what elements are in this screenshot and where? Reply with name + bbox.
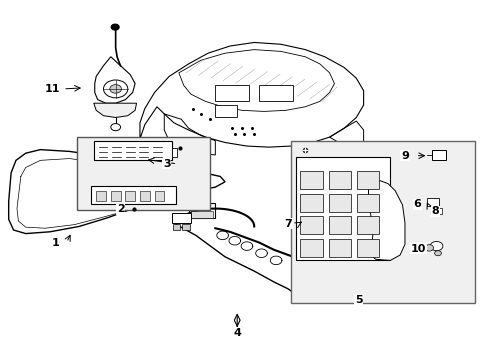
Text: 2: 2 bbox=[117, 204, 124, 214]
Circle shape bbox=[429, 242, 442, 251]
Polygon shape bbox=[94, 103, 136, 117]
Bar bbox=[96, 191, 106, 202]
Bar bbox=[295, 157, 389, 260]
Bar bbox=[94, 141, 171, 160]
Bar bbox=[171, 148, 177, 157]
Bar bbox=[356, 194, 378, 212]
Bar bbox=[431, 207, 441, 214]
Bar bbox=[328, 194, 350, 212]
Text: 5: 5 bbox=[354, 295, 362, 305]
Text: 9: 9 bbox=[400, 151, 408, 161]
Bar bbox=[300, 194, 322, 212]
Bar bbox=[300, 239, 322, 257]
Bar bbox=[171, 213, 191, 223]
Text: 10: 10 bbox=[410, 244, 426, 253]
Text: 6: 6 bbox=[412, 199, 420, 209]
Bar bbox=[173, 224, 180, 230]
Bar bbox=[356, 216, 378, 234]
Text: 3: 3 bbox=[163, 159, 170, 169]
Circle shape bbox=[111, 24, 119, 30]
Bar bbox=[427, 198, 439, 206]
Bar bbox=[125, 191, 135, 202]
Text: 7: 7 bbox=[284, 219, 291, 229]
Bar bbox=[188, 203, 215, 217]
Bar bbox=[140, 191, 149, 202]
Bar bbox=[290, 141, 474, 303]
Text: 11: 11 bbox=[44, 84, 60, 94]
Text: 4: 4 bbox=[233, 328, 241, 338]
Bar bbox=[182, 224, 189, 230]
Bar bbox=[154, 191, 164, 202]
Polygon shape bbox=[368, 180, 404, 260]
Bar bbox=[300, 216, 322, 234]
Bar bbox=[328, 171, 350, 189]
Bar bbox=[328, 216, 350, 234]
Bar bbox=[300, 171, 322, 189]
Bar bbox=[111, 191, 120, 202]
Bar bbox=[328, 239, 350, 257]
Bar bbox=[431, 150, 446, 160]
Bar bbox=[356, 171, 378, 189]
Circle shape bbox=[111, 123, 120, 131]
Circle shape bbox=[434, 251, 441, 256]
Bar bbox=[215, 105, 237, 117]
Bar bbox=[77, 137, 210, 210]
Bar bbox=[259, 85, 292, 102]
Circle shape bbox=[424, 245, 433, 251]
Bar bbox=[91, 186, 176, 204]
Text: 1: 1 bbox=[52, 238, 60, 248]
Bar bbox=[215, 85, 249, 102]
Bar bbox=[191, 211, 212, 217]
Bar bbox=[356, 239, 378, 257]
Circle shape bbox=[110, 85, 121, 93]
Text: 8: 8 bbox=[430, 206, 438, 216]
